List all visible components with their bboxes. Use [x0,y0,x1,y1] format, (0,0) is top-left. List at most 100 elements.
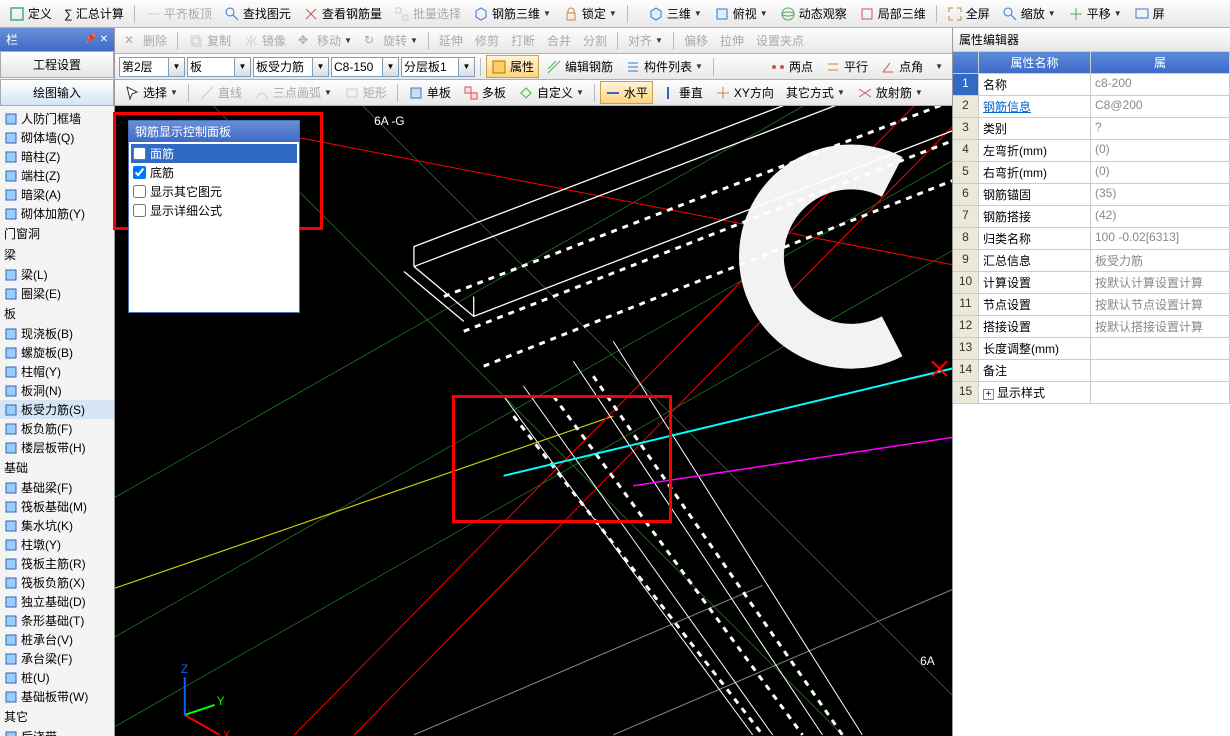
tree-item[interactable]: 柱帽(Y) [0,362,114,381]
type-combo[interactable]: ▼ [187,57,251,77]
checkbox-row[interactable]: 显示详细公式 [131,201,297,220]
spec-combo[interactable]: ▼ [331,57,399,77]
tree-item[interactable]: 现浇板(B) [0,324,114,343]
tree-item[interactable]: 条形基础(T) [0,611,114,630]
dropdown-icon[interactable]: ▼ [235,57,251,77]
xydir-btn[interactable]: XY方向 [710,81,779,104]
tree-item[interactable]: 端柱(Z) [0,166,114,185]
align2-btn[interactable]: 对齐▼ [623,29,668,52]
merge-btn[interactable]: 合并 [542,29,576,52]
prop-row-num[interactable]: 4 [953,140,979,162]
tree-group[interactable]: 梁 [0,244,114,265]
tree-item[interactable]: 板洞(N) [0,381,114,400]
prop-row-num[interactable]: 3 [953,118,979,140]
topview-btn[interactable]: 俯视▼ [709,2,773,25]
prop-row-value[interactable]: c8-200 [1091,74,1230,96]
custom-btn[interactable]: 自定义▼ [513,81,589,104]
pan-btn[interactable]: 平移▼ [1063,2,1127,25]
prop-row-value[interactable]: 按默认计算设置计算 [1091,272,1230,294]
tree-item[interactable]: 筏板负筋(X) [0,573,114,592]
prop-row-name[interactable]: 备注 [979,360,1091,382]
parallel-btn[interactable]: 平行 [820,55,873,78]
prop-row-value[interactable] [1091,360,1230,382]
dropdown-icon[interactable]: ▼ [313,57,329,77]
prop-row-name[interactable]: 名称 [979,74,1091,96]
delete-btn[interactable]: ✕删除 [119,29,172,52]
dropdown-icon[interactable]: ▼ [383,57,399,77]
dynview-btn[interactable]: 动态观察 [775,2,852,25]
prop-row-value[interactable] [1091,382,1230,404]
tree-item[interactable]: 梁(L) [0,265,114,284]
prop-row-num[interactable]: 7 [953,206,979,228]
expand-icon[interactable]: + [983,389,994,400]
align-slab-btn[interactable]: 平齐板顶 [140,2,217,25]
prop-row-num[interactable]: 12 [953,316,979,338]
setgrip-btn[interactable]: 设置夹点 [751,29,809,52]
stretch-btn[interactable]: 拉伸 [715,29,749,52]
dropdown-icon[interactable]: ▼ [459,57,475,77]
prop-row-value[interactable] [1091,338,1230,360]
tree-item[interactable]: 人防门框墙 [0,109,114,128]
pin-icon[interactable]: 📌 ✕ [84,34,108,45]
prop-btn[interactable]: 属性 [486,55,539,78]
select-btn[interactable]: 选择▼ [119,81,183,104]
tab-draw-input[interactable]: 绘图输入 [0,79,114,106]
checkbox-row[interactable]: 显示其它图元 [131,182,297,201]
tab-project-settings[interactable]: 工程设置 [0,51,114,78]
prop-row-name[interactable]: 长度调整(mm) [979,338,1091,360]
other-btn[interactable]: 其它方式▼ [781,81,850,104]
prop-row-name[interactable]: 节点设置 [979,294,1091,316]
tree-item[interactable]: 砌体墙(Q) [0,128,114,147]
editrebar-btn[interactable]: 编辑钢筋 [541,55,618,78]
type-input[interactable] [187,57,235,77]
tree-group[interactable]: 板 [0,303,114,324]
tree-item[interactable]: 暗柱(Z) [0,147,114,166]
tree-item[interactable]: 基础梁(F) [0,478,114,497]
move-btn[interactable]: ✥移动▼ [293,29,357,52]
view3d-btn[interactable]: 三维▼ [643,2,707,25]
prop-row-value[interactable]: 按默认搭接设置计算 [1091,316,1230,338]
fullscreen-btn[interactable]: 全屏 [942,2,995,25]
prop-row-num[interactable]: 15 [953,382,979,404]
lock-btn[interactable]: 锁定▼ [558,2,622,25]
prop-row-value[interactable]: 按默认节点设置计算 [1091,294,1230,316]
multi-btn[interactable]: 多板 [458,81,511,104]
tree-group[interactable]: 基础 [0,457,114,478]
tree-group[interactable]: 门窗洞 [0,223,114,244]
checkbox-row[interactable]: 底筋 [131,163,297,182]
more-btn[interactable]: ▼ [930,59,948,74]
tree-item[interactable]: 砌体加筋(Y) [0,204,114,223]
tree-item[interactable]: 后浇带 [0,727,114,736]
prop-row-name[interactable]: 钢筋搭接 [979,206,1091,228]
offset-btn[interactable]: 偏移 [679,29,713,52]
prop-row-num[interactable]: 8 [953,228,979,250]
floor-input[interactable] [119,57,169,77]
spec-input[interactable] [331,57,383,77]
tree-item[interactable]: 独立基础(D) [0,592,114,611]
tree-item[interactable]: 螺旋板(B) [0,343,114,362]
tree-item[interactable]: 集水坑(K) [0,516,114,535]
tree-group[interactable]: 其它 [0,706,114,727]
memberlist-btn[interactable]: 构件列表▼ [620,55,708,78]
trim-btn[interactable]: 修剪 [470,29,504,52]
prop-row-value[interactable]: ? [1091,118,1230,140]
prop-row-num[interactable]: 9 [953,250,979,272]
prop-row-num[interactable]: 14 [953,360,979,382]
rebar-display-panel[interactable]: 钢筋显示控制面板 面筋底筋显示其它图元显示详细公式 [128,120,300,313]
checkbox[interactable] [133,147,146,160]
tree-item[interactable]: 板负筋(F) [0,419,114,438]
tree-item[interactable]: 暗梁(A) [0,185,114,204]
rect-btn[interactable]: 矩形 [339,81,392,104]
prop-row-name[interactable]: 右弯折(mm) [979,162,1091,184]
checkbox[interactable] [133,185,146,198]
batchsel-btn[interactable]: 批量选择 [389,2,466,25]
horiz-btn[interactable]: 水平 [600,81,653,104]
tree-item[interactable]: 楼层板带(H) [0,438,114,457]
prop-row-name[interactable]: 钢筋信息 [979,96,1091,118]
split-btn[interactable]: 分割 [578,29,612,52]
prop-row-value[interactable]: (0) [1091,162,1230,184]
tree-item[interactable]: 筏板基础(M) [0,497,114,516]
tree-item[interactable]: 圈梁(E) [0,284,114,303]
layer-input[interactable] [401,57,459,77]
tree-item[interactable]: 桩(U) [0,668,114,687]
